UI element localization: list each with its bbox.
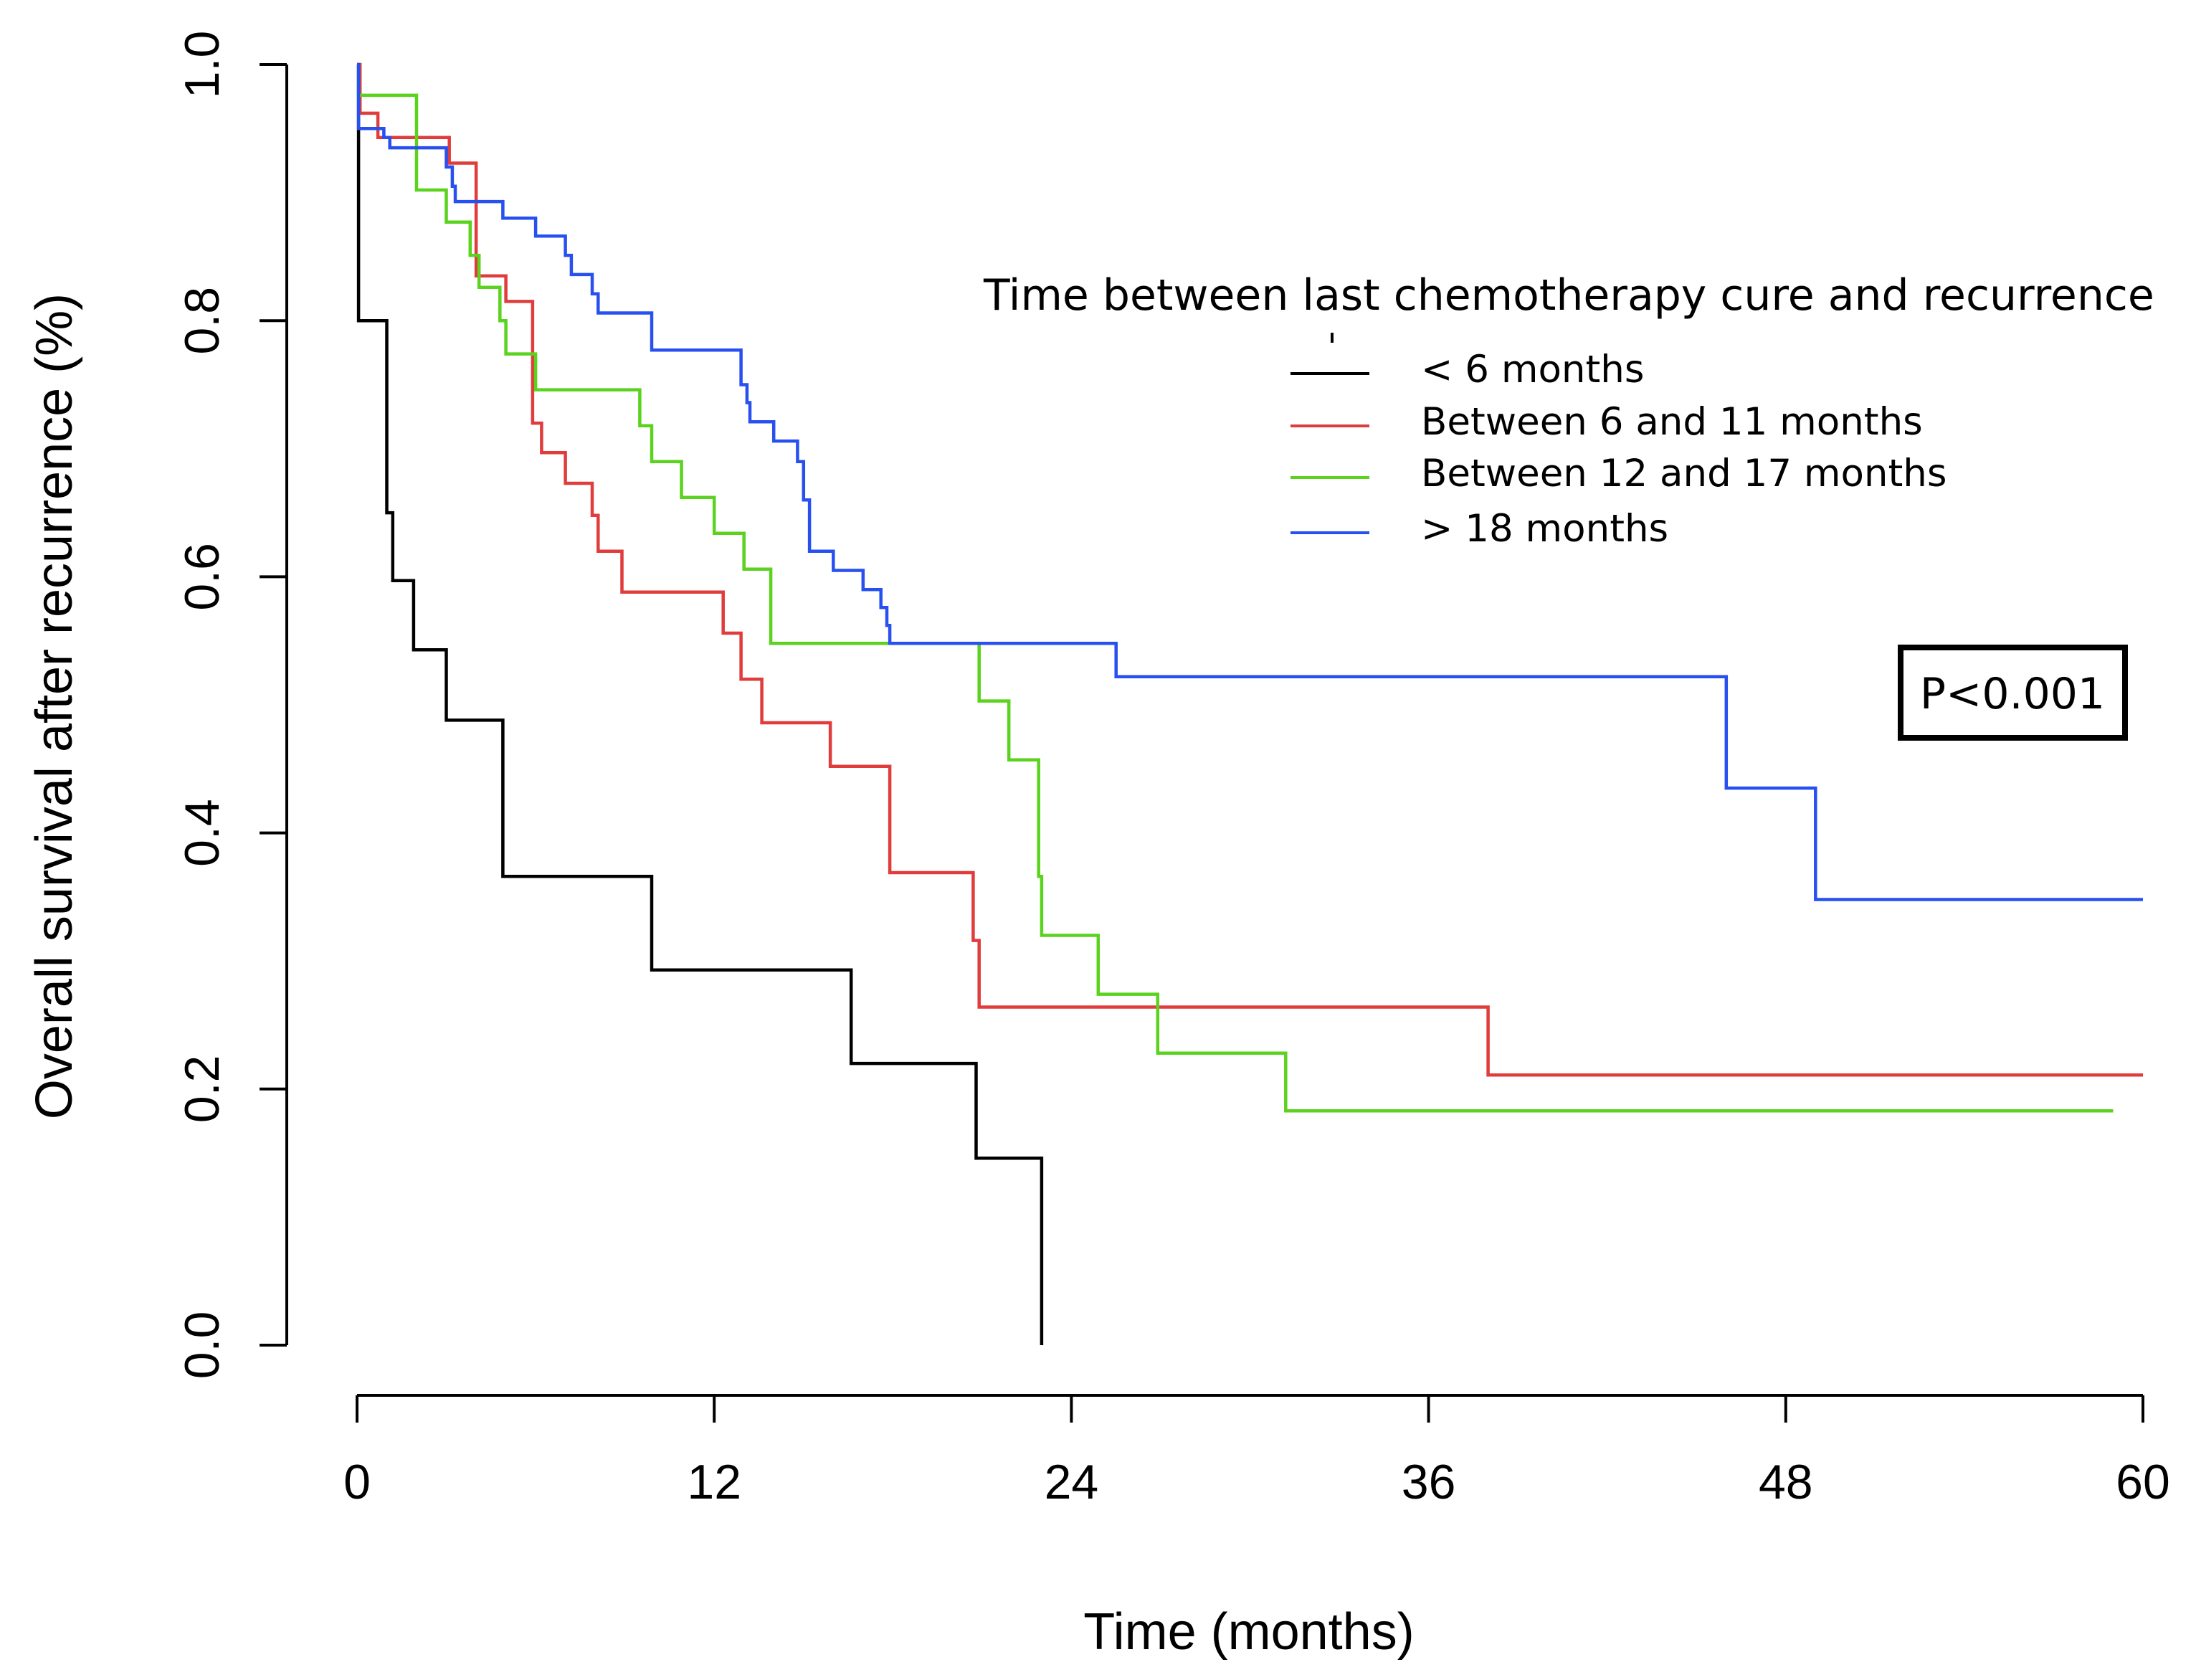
legend-label: < 6 months [1421,348,1644,391]
survival-curve-lt6 [356,62,1044,1345]
y-tick-label: 0.4 [175,799,229,867]
survival-curve-12to17 [356,62,2114,1113]
x-tick-label: 12 [687,1455,741,1509]
y-tick-label: 0.2 [175,1055,229,1124]
survival-curves [356,62,2143,1345]
y-tick-label: 0.0 [175,1311,229,1380]
x-axis-ticks: 0 12 24 36 48 60 [343,1395,2170,1509]
x-tick-label: 36 [1402,1455,1456,1509]
x-tick-label: 60 [2116,1455,2170,1509]
legend-label: > 18 months [1421,507,1668,551]
x-tick-label: 0 [343,1455,371,1509]
p-value-text: P<0.001 [1920,669,2105,719]
y-tick-label: 0.6 [175,543,229,611]
x-axis-title: Time (months) [1083,1603,1414,1661]
survival-curve-6to11 [357,62,2143,1077]
x-tick-label: 48 [1759,1455,1813,1509]
p-value-box [1898,645,2128,741]
x-tick-label: 24 [1045,1455,1099,1509]
legend-label: Between 12 and 17 months [1421,452,1947,495]
y-tick-label: 0.8 [175,287,229,355]
y-axis-title: Overall survival after recurrence (%) [26,293,83,1119]
y-tick-label: 1.0 [175,31,229,99]
p-value-annotation: P<0.001 [1898,645,2128,741]
legend: Time between last chemotherapy cure and … [983,270,2154,551]
y-axis-ticks: 0.0 0.2 0.4 0.6 0.8 1.0 [175,31,287,1380]
legend-label: Between 6 and 11 months [1421,400,1923,444]
survival-curve-gt18 [356,62,2143,901]
legend-title: Time between last chemotherapy cure and … [983,270,2154,321]
